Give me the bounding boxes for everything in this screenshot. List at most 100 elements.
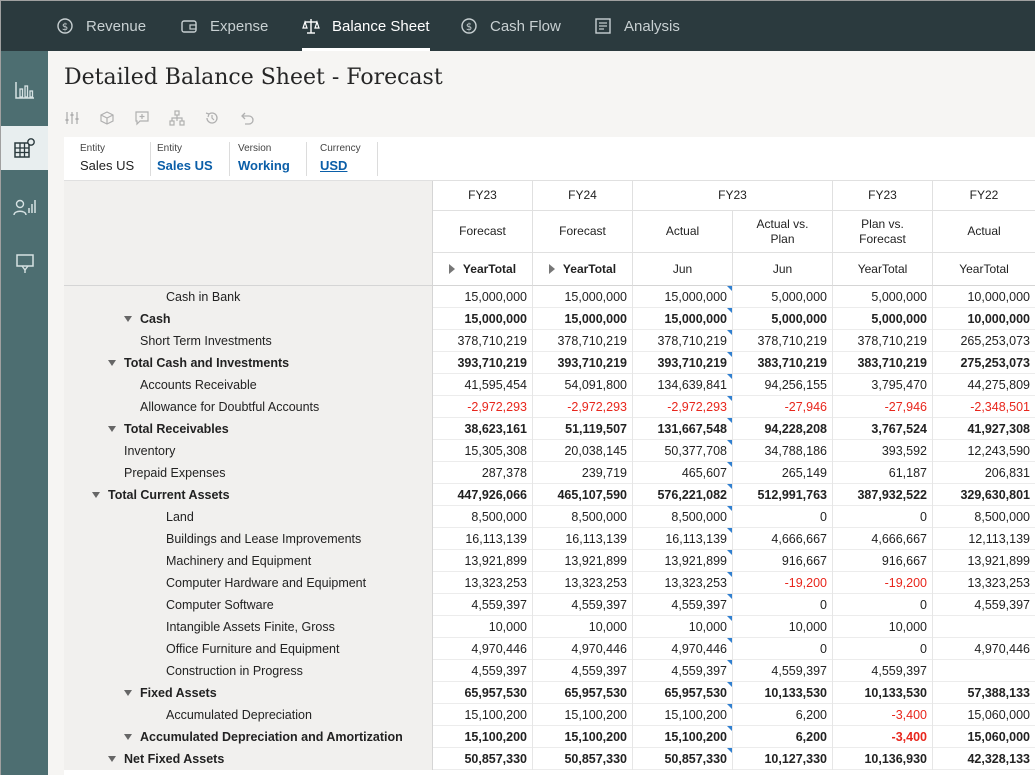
- data-cell[interactable]: 0: [733, 506, 833, 528]
- data-cell[interactable]: 15,000,000: [533, 286, 633, 308]
- data-cell[interactable]: 4,559,397: [533, 594, 633, 616]
- expand-caret-icon[interactable]: [448, 264, 455, 274]
- tab-cash-flow[interactable]: $ Cash Flow: [460, 1, 561, 51]
- data-cell[interactable]: 15,305,308: [433, 440, 533, 462]
- sidebar-item-forms[interactable]: [1, 126, 48, 170]
- row-header[interactable]: Net Fixed Assets: [64, 748, 433, 770]
- data-cell[interactable]: 61,187: [833, 462, 933, 484]
- data-cell[interactable]: 8,500,000: [533, 506, 633, 528]
- collapse-triangle-icon[interactable]: [92, 492, 100, 498]
- data-cell[interactable]: 465,107,590: [533, 484, 633, 506]
- data-cell[interactable]: 13,921,899: [433, 550, 533, 572]
- data-cell[interactable]: -19,200: [733, 572, 833, 594]
- data-cell[interactable]: 512,991,763: [733, 484, 833, 506]
- data-cell[interactable]: 15,000,000: [433, 308, 533, 330]
- data-cell[interactable]: 3,795,470: [833, 374, 933, 396]
- row-header[interactable]: Fixed Assets: [64, 682, 433, 704]
- data-cell[interactable]: -3,400: [833, 726, 933, 748]
- data-cell[interactable]: 6,200: [733, 704, 833, 726]
- data-cell[interactable]: 8,500,000: [933, 506, 1035, 528]
- data-cell[interactable]: 15,100,200: [533, 704, 633, 726]
- pov-value[interactable]: Working: [238, 158, 290, 173]
- data-cell[interactable]: 576,221,082: [633, 484, 733, 506]
- data-cell[interactable]: 10,000: [533, 616, 633, 638]
- data-cell[interactable]: 0: [833, 506, 933, 528]
- collapse-triangle-icon[interactable]: [108, 360, 116, 366]
- pov-value[interactable]: USD: [320, 158, 348, 173]
- data-cell[interactable]: 0: [833, 638, 933, 660]
- data-cell[interactable]: 15,060,000: [933, 726, 1035, 748]
- data-cell[interactable]: 393,592: [833, 440, 933, 462]
- data-cell[interactable]: 4,666,667: [733, 528, 833, 550]
- column-header-period[interactable]: YearTotal: [533, 253, 633, 286]
- data-cell[interactable]: 4,559,397: [633, 660, 733, 682]
- data-cell[interactable]: 34,788,186: [733, 440, 833, 462]
- data-cell[interactable]: 50,377,708: [633, 440, 733, 462]
- data-cell[interactable]: 447,926,066: [433, 484, 533, 506]
- data-cell[interactable]: 393,710,219: [633, 352, 733, 374]
- data-cell[interactable]: 4,970,446: [433, 638, 533, 660]
- data-cell[interactable]: 5,000,000: [833, 308, 933, 330]
- data-cell[interactable]: 94,228,208: [733, 418, 833, 440]
- data-cell[interactable]: -2,972,293: [433, 396, 533, 418]
- data-cell[interactable]: -3,400: [833, 704, 933, 726]
- history-icon[interactable]: [204, 110, 220, 126]
- data-cell[interactable]: 50,857,330: [433, 748, 533, 770]
- data-cell[interactable]: 10,000: [633, 616, 733, 638]
- pov-currency-selector[interactable]: Currency USD: [304, 142, 378, 176]
- sidebar-item-analytics[interactable]: [1, 185, 48, 229]
- data-cell[interactable]: 4,559,397: [433, 660, 533, 682]
- data-cell[interactable]: -27,946: [733, 396, 833, 418]
- data-cell[interactable]: 378,710,219: [433, 330, 533, 352]
- data-cell[interactable]: 13,921,899: [933, 550, 1035, 572]
- data-cell[interactable]: 8,500,000: [433, 506, 533, 528]
- data-cell[interactable]: 16,113,139: [433, 528, 533, 550]
- data-cell[interactable]: 65,957,530: [533, 682, 633, 704]
- data-cell[interactable]: 134,639,841: [633, 374, 733, 396]
- data-cell[interactable]: -2,972,293: [533, 396, 633, 418]
- data-cell[interactable]: 16,113,139: [533, 528, 633, 550]
- data-cell[interactable]: -2,348,501: [933, 396, 1035, 418]
- data-cell[interactable]: -19,200: [833, 572, 933, 594]
- data-cell[interactable]: 10,127,330: [733, 748, 833, 770]
- data-cell[interactable]: 44,275,809: [933, 374, 1035, 396]
- row-header[interactable]: Cash: [64, 308, 433, 330]
- data-cell[interactable]: 10,000: [733, 616, 833, 638]
- data-cell[interactable]: 12,113,139: [933, 528, 1035, 550]
- row-header[interactable]: Total Cash and Investments: [64, 352, 433, 374]
- data-cell[interactable]: 10,000: [833, 616, 933, 638]
- data-cell[interactable]: -27,946: [833, 396, 933, 418]
- data-cell[interactable]: 13,921,899: [533, 550, 633, 572]
- data-cell[interactable]: 15,100,200: [533, 726, 633, 748]
- data-cell[interactable]: 131,667,548: [633, 418, 733, 440]
- data-cell[interactable]: 275,253,073: [933, 352, 1035, 374]
- data-cell[interactable]: 50,857,330: [533, 748, 633, 770]
- comment-add-icon[interactable]: [134, 110, 150, 126]
- data-cell[interactable]: 4,559,397: [533, 660, 633, 682]
- data-cell[interactable]: 65,957,530: [633, 682, 733, 704]
- row-header[interactable]: Total Current Assets: [64, 484, 433, 506]
- data-cell[interactable]: 378,710,219: [633, 330, 733, 352]
- data-cell[interactable]: 10,000,000: [933, 308, 1035, 330]
- data-cell[interactable]: 393,710,219: [533, 352, 633, 374]
- data-cell[interactable]: 8,500,000: [633, 506, 733, 528]
- collapse-triangle-icon[interactable]: [108, 426, 116, 432]
- data-cell[interactable]: 3,767,524: [833, 418, 933, 440]
- pov-value[interactable]: Sales US: [157, 158, 213, 173]
- data-cell[interactable]: 15,060,000: [933, 704, 1035, 726]
- cube-icon[interactable]: [99, 110, 115, 126]
- data-cell[interactable]: 15,000,000: [433, 286, 533, 308]
- collapse-triangle-icon[interactable]: [124, 690, 132, 696]
- data-cell[interactable]: 10,133,530: [833, 682, 933, 704]
- data-cell[interactable]: 0: [733, 594, 833, 616]
- data-cell[interactable]: 4,970,446: [933, 638, 1035, 660]
- data-cell[interactable]: 50,857,330: [633, 748, 733, 770]
- data-cell[interactable]: 265,149: [733, 462, 833, 484]
- data-cell[interactable]: 10,136,930: [833, 748, 933, 770]
- data-cell[interactable]: 4,666,667: [833, 528, 933, 550]
- data-cell[interactable]: 94,256,155: [733, 374, 833, 396]
- row-header[interactable]: Accumulated Depreciation and Amortizatio…: [64, 726, 433, 748]
- data-cell[interactable]: 5,000,000: [733, 308, 833, 330]
- data-cell[interactable]: -2,972,293: [633, 396, 733, 418]
- undo-icon[interactable]: [239, 110, 255, 126]
